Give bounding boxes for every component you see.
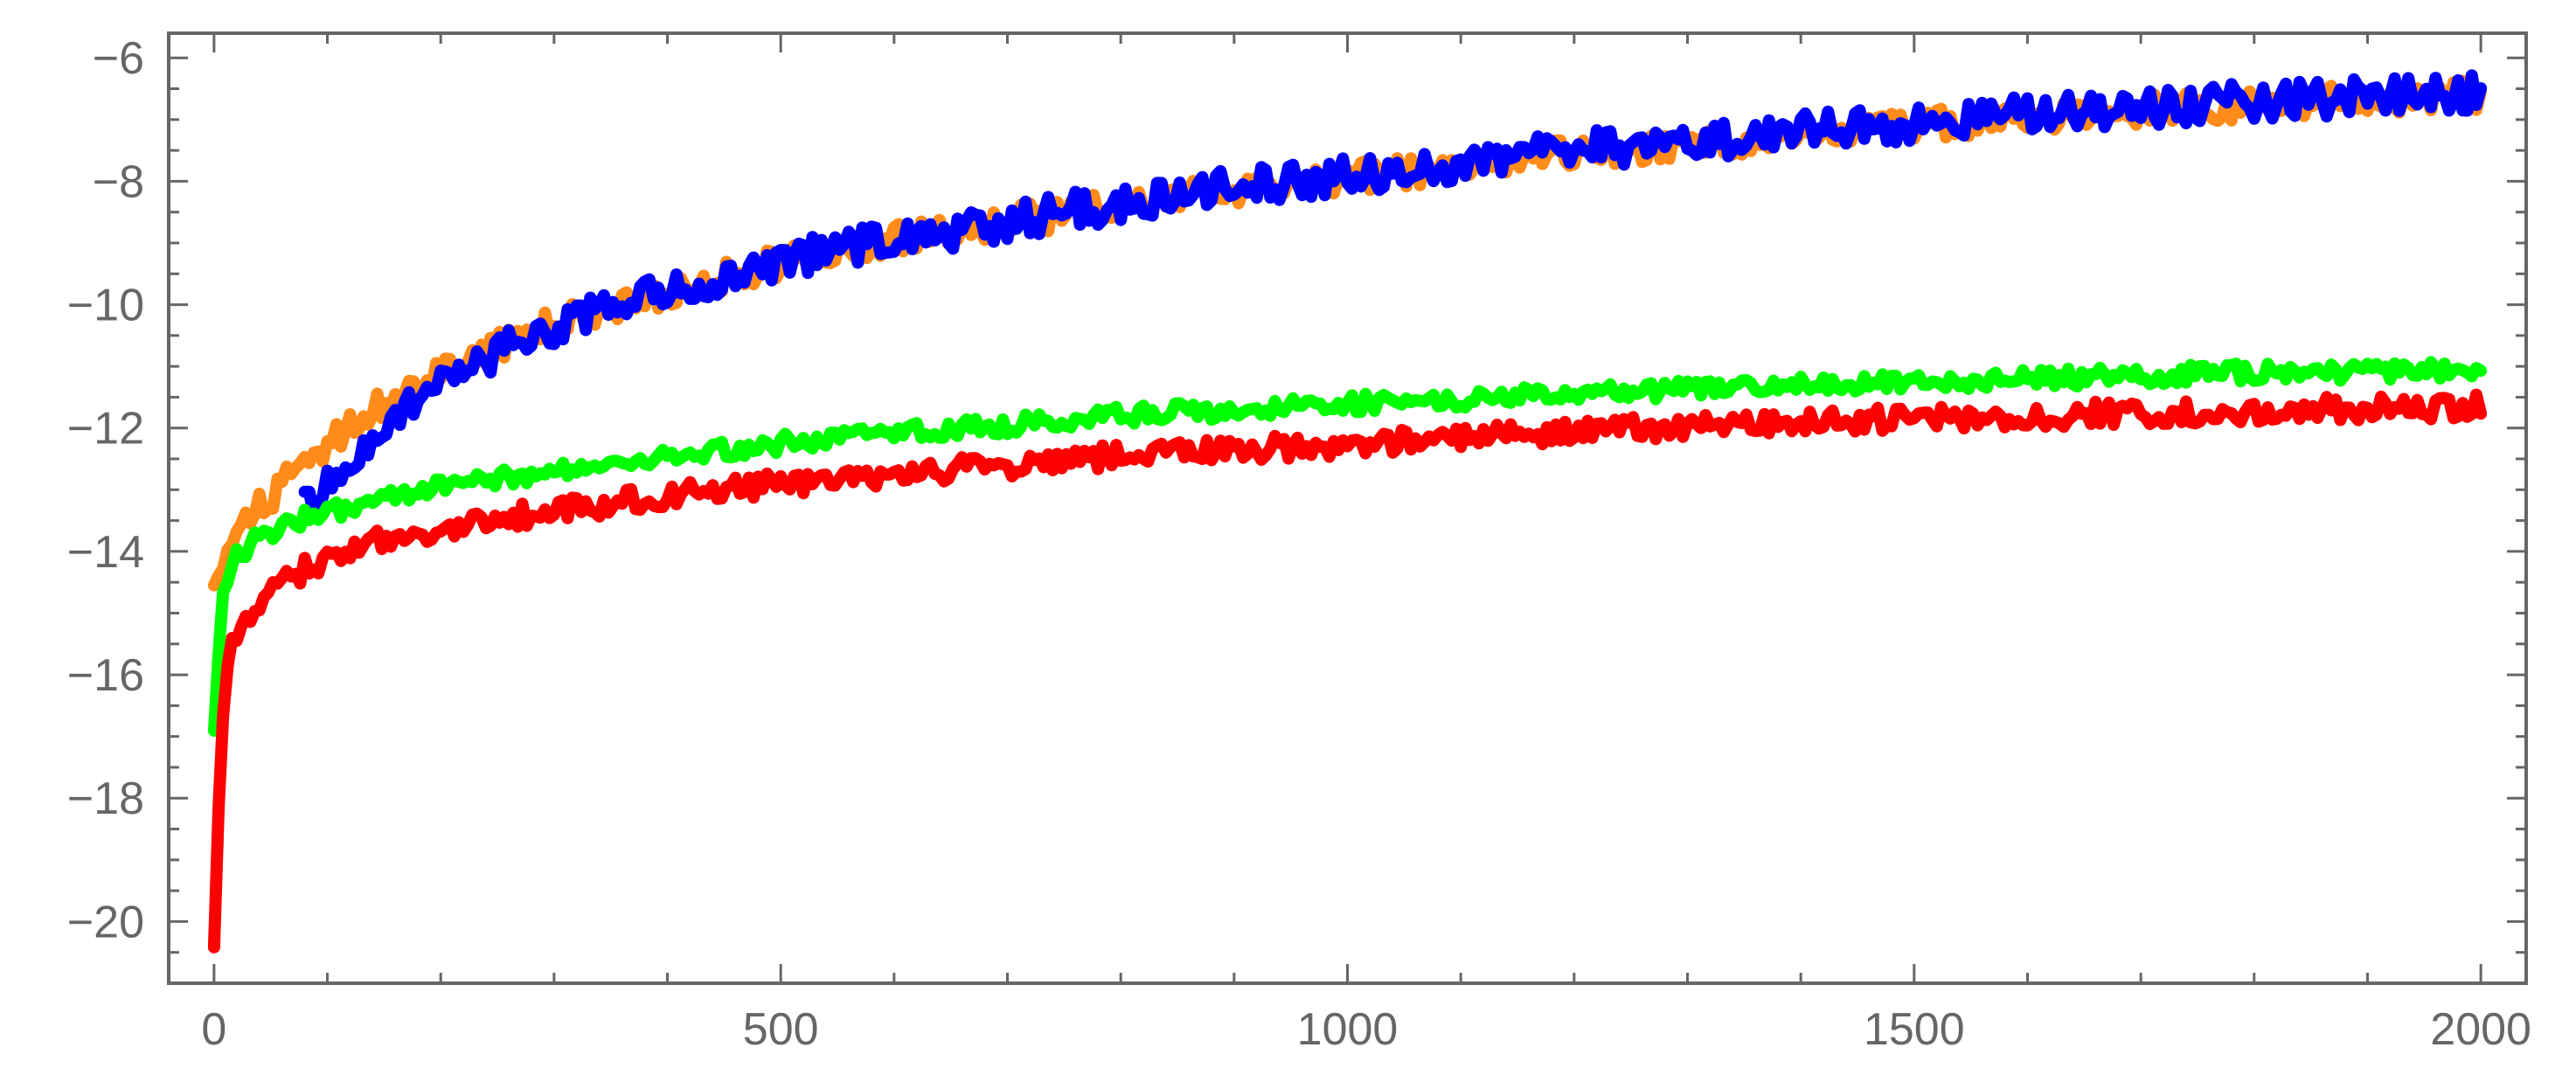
y-tick-label: −8	[93, 156, 144, 207]
y-tick-label: −12	[67, 404, 144, 454]
series-line-4	[207, 388, 2488, 954]
y-axis: −20 −18 −16 −14 −12 −10 −8 −6	[67, 33, 2526, 985]
x-axis: 0 500 1000 1500 2000	[201, 33, 2531, 1055]
y-tick-label: −18	[67, 773, 144, 824]
series-line-2	[298, 69, 2488, 521]
x-tick-label: 2000	[2430, 1004, 2531, 1055]
series-line-3	[207, 356, 2488, 737]
x-tick-label: 500	[743, 1004, 819, 1055]
x-tick-label: 0	[201, 1004, 226, 1055]
y-tick-label: −20	[67, 897, 144, 947]
y-tick-label: −16	[67, 650, 144, 701]
y-tick-label: −10	[67, 281, 144, 331]
x-tick-label: 1500	[1864, 1004, 1965, 1055]
y-tick-label: −14	[67, 527, 144, 578]
series-layer	[207, 69, 2488, 954]
plot-area	[167, 31, 2528, 985]
x-tick-label: 1000	[1297, 1004, 1399, 1055]
y-tick-label: −6	[93, 33, 144, 84]
